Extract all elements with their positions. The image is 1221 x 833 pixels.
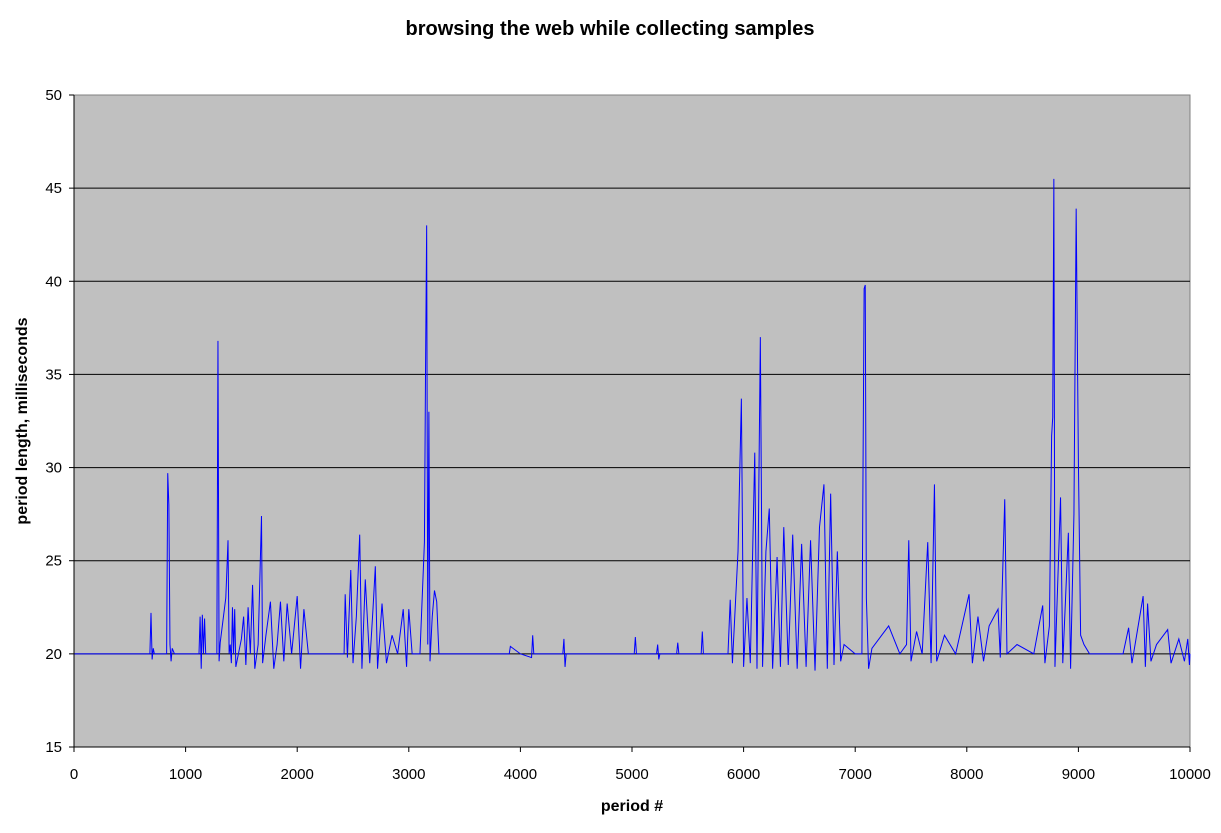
plot-area	[73, 94, 1191, 748]
x-tick-label-0: 0	[70, 766, 78, 783]
x-tick-label-2000: 2000	[281, 766, 314, 783]
x-tick-label-5000: 5000	[615, 766, 648, 783]
y-tick-label-35: 35	[45, 366, 62, 383]
x-tick-label-9000: 9000	[1062, 766, 1095, 783]
y-axis: 15 20 25 30 35 40 45 50	[45, 87, 75, 756]
y-axis-title: period length, milliseconds	[14, 317, 31, 524]
chart-title: browsing the web while collecting sample…	[406, 18, 815, 40]
x-axis: 0 1000 2000 3000 4000 5000 6000 7000 8000 9000 100…	[70, 746, 1211, 783]
y-tick-label-15: 15	[45, 739, 62, 756]
x-tick-label-10000: 10000	[1169, 766, 1211, 783]
y-tick-label-50: 50	[45, 87, 62, 104]
x-tick-label-6000: 6000	[727, 766, 760, 783]
y-tick-label-30: 30	[45, 460, 62, 477]
series-group	[74, 178, 1191, 671]
x-tick-label-8000: 8000	[950, 766, 983, 783]
x-tick-label-7000: 7000	[839, 766, 872, 783]
x-axis-title: period #	[601, 798, 663, 815]
x-tick-label-4000: 4000	[504, 766, 537, 783]
x-tick-label-3000: 3000	[392, 766, 425, 783]
y-tick-label-20: 20	[45, 646, 62, 663]
y-tick-label-40: 40	[45, 273, 62, 290]
x-tick-label-1000: 1000	[169, 766, 202, 783]
y-tick-label-45: 45	[45, 180, 62, 197]
series-line-0	[74, 178, 1191, 671]
y-tick-label-25: 25	[45, 553, 62, 570]
